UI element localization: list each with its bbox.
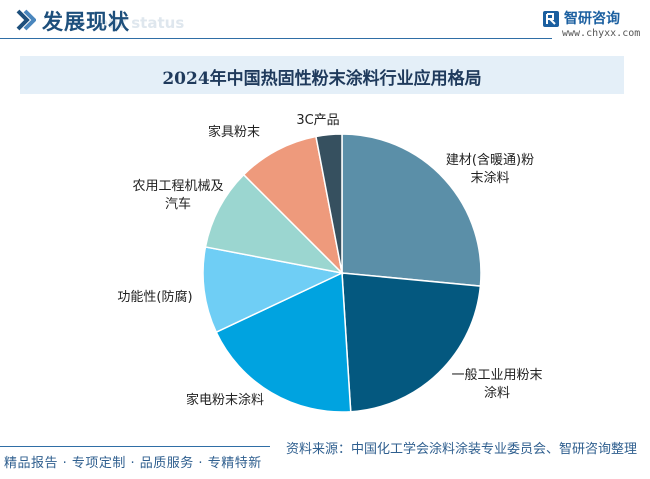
footer-divider [0, 446, 270, 447]
slice-label: 家具粉末 [208, 124, 260, 140]
chart-title: 2024年中国热固性粉末涂料行业应用格局 [162, 69, 482, 89]
source-note: 资料来源：中国化工学会涂料涂装专业委员会、智研咨询整理 [286, 442, 638, 457]
page-title: 发展现状 [42, 9, 130, 34]
slice-label: 家电粉末涂料 [186, 392, 264, 408]
slice-label: 建材(含暖通)粉末涂料 [446, 152, 534, 186]
pie-slice [202, 246, 345, 334]
double-chevron-icon [16, 9, 36, 31]
pie-slice [341, 272, 482, 413]
slice-label: 农用工程机械及汽车 [132, 179, 223, 212]
pie-slice [215, 271, 352, 413]
brand-logo-icon [543, 11, 559, 27]
pie-slice [242, 135, 344, 276]
pie-slice [341, 133, 482, 287]
brand-url: www.chyxx.com [562, 28, 641, 39]
footer-slogan: 精品报告 · 专项定制 · 品质服务 · 专精特新 [4, 456, 262, 471]
brand: 智研咨询 www.chyxx.com [542, 8, 641, 42]
chart-title-bar: 2024年中国热固性粉末涂料行业应用格局 [20, 56, 624, 94]
header-divider [0, 38, 552, 39]
page-header: ent status 发展现状 智研咨询 www.chyxx.com [0, 0, 650, 44]
brand-name: 智研咨询 [564, 11, 620, 27]
slice-label: 3C产品 [296, 113, 339, 128]
header-watermark-text: ent status [98, 14, 185, 32]
slice-label: 功能性(防腐) [117, 289, 192, 305]
slice-label: 一般工业用粉末涂料 [451, 367, 542, 401]
pie-slice [204, 173, 345, 275]
pie-slice [315, 133, 343, 274]
